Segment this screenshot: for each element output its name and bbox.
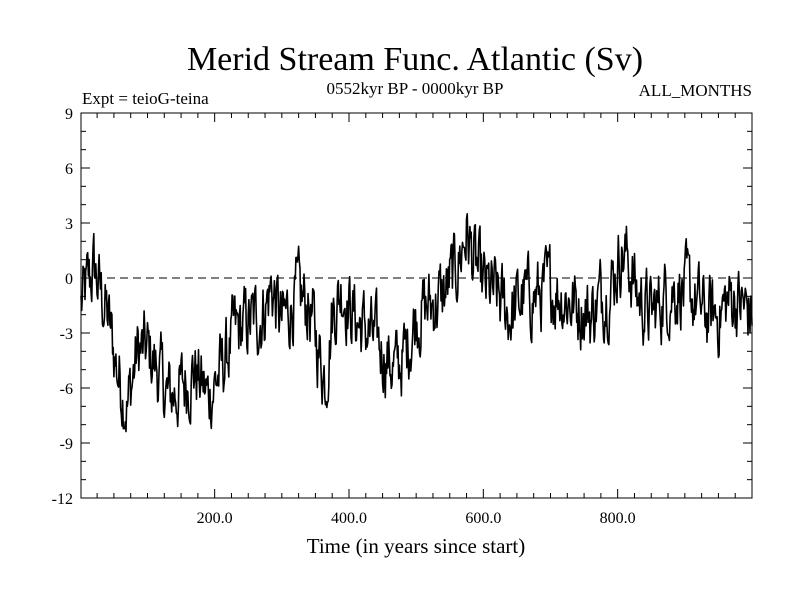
x-tick-label: 800.0 bbox=[600, 510, 636, 527]
y-tick-label: -6 bbox=[60, 381, 73, 398]
y-tick-label: 6 bbox=[65, 161, 73, 178]
subtitle-experiment: Expt = teioG-teina bbox=[82, 89, 209, 108]
y-tick-label: -12 bbox=[52, 491, 73, 508]
x-axis-tick-labels: 200.0 400.0 600.0 800.0 bbox=[197, 510, 636, 527]
y-tick-label: -9 bbox=[60, 436, 73, 453]
x-tick-label: 600.0 bbox=[465, 510, 501, 527]
data-series-line bbox=[80, 213, 753, 433]
chart-title: Merid Stream Func. Atlantic (Sv) bbox=[187, 41, 643, 78]
x-tick-label: 400.0 bbox=[331, 510, 367, 527]
y-tick-label: 0 bbox=[65, 271, 73, 288]
x-tick-label: 200.0 bbox=[197, 510, 233, 527]
y-tick-label: 9 bbox=[65, 106, 73, 123]
subtitle-months: ALL_MONTHS bbox=[639, 81, 752, 100]
y-tick-label: 3 bbox=[65, 216, 73, 233]
y-axis-tick-labels: -12 -9 -6 -3 0 3 6 9 bbox=[52, 106, 73, 508]
y-tick-label: -3 bbox=[60, 326, 73, 343]
x-axis-label: Time (in years since start) bbox=[307, 534, 526, 558]
subtitle-period: 0552kyr BP - 0000kyr BP bbox=[327, 79, 504, 98]
